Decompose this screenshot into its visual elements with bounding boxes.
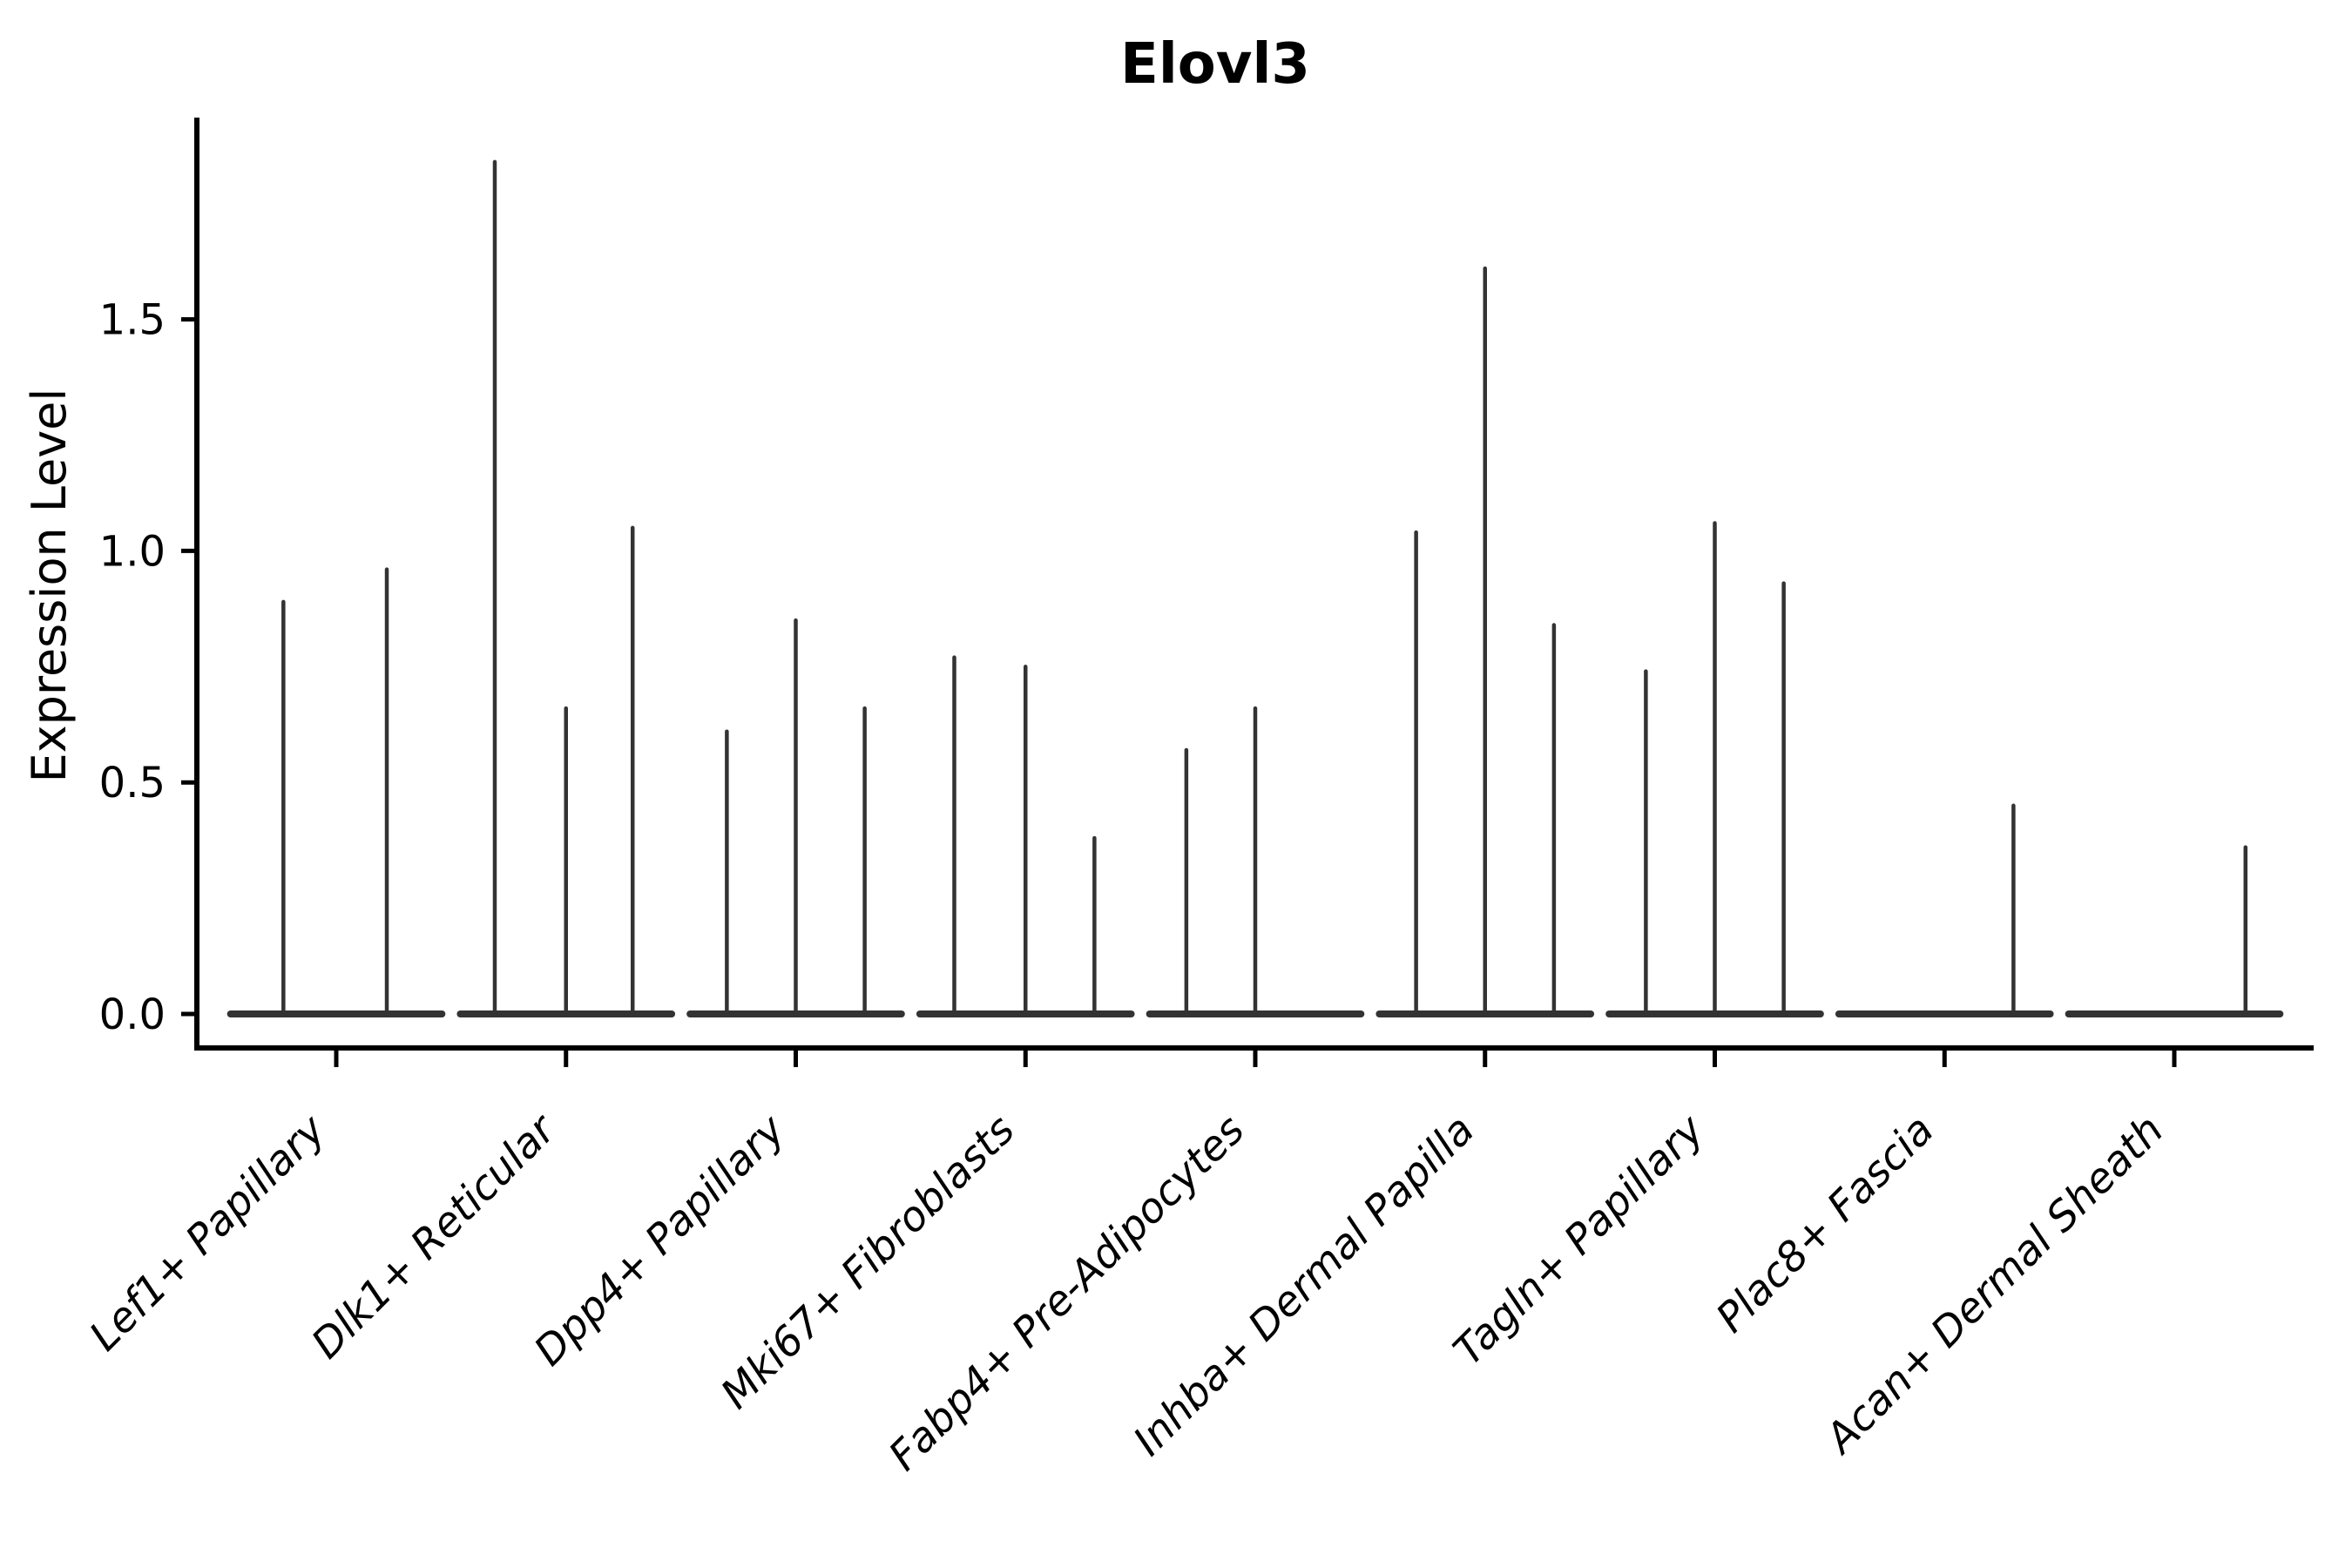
x-tick-label: Lef1+ Papillary xyxy=(80,1105,335,1361)
chart-title: Elovl3 xyxy=(1120,32,1310,97)
y-tick-label: 1.0 xyxy=(99,527,166,576)
y-tick-label: 0.5 xyxy=(99,759,166,808)
y-tick-label: 1.5 xyxy=(99,296,166,345)
x-tick-label: Plac8+ Fascia xyxy=(1707,1106,1943,1342)
y-tick-label: 0.0 xyxy=(99,990,166,1039)
x-tick-label: Dlk1+ Reticular xyxy=(302,1105,566,1369)
x-tick-label: Dpp4+ Papillary xyxy=(525,1105,795,1375)
x-tick-label: Tagln+ Papillary xyxy=(1444,1105,1714,1375)
y-axis-label: Expression Level xyxy=(22,389,77,783)
